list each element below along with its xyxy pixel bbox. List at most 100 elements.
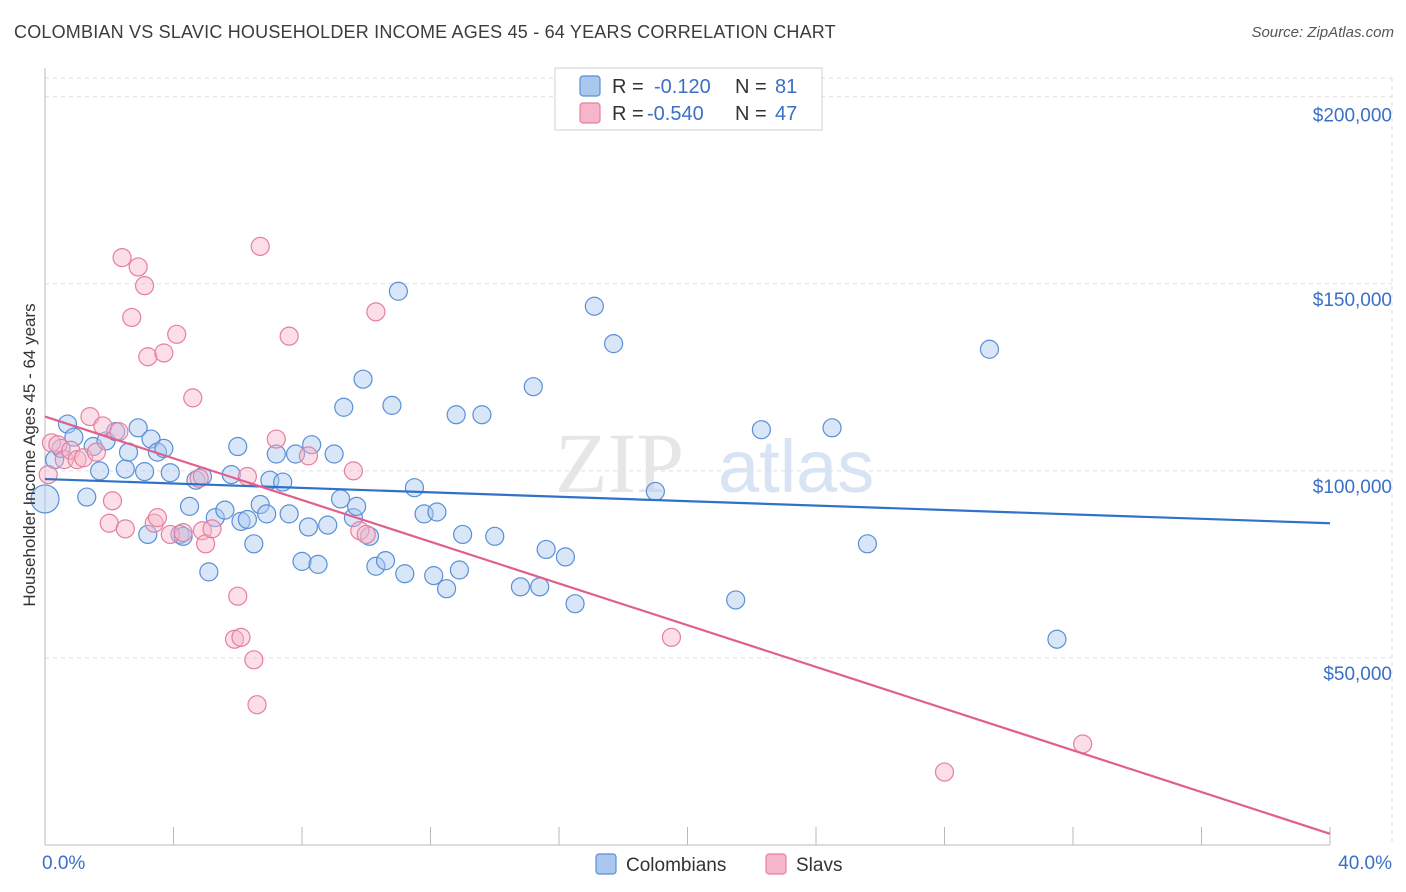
colombians-point-25 [215, 500, 235, 520]
slavs-point-20 [147, 508, 168, 528]
x-tick-label-0: 0.0% [42, 853, 85, 874]
legend-swatch-colombians [579, 75, 601, 97]
colombians-point-67 [530, 577, 550, 597]
slavs-point-42 [356, 524, 376, 545]
colombians-point-72 [604, 334, 624, 354]
colombians-point-41 [308, 554, 328, 574]
legend-n-value-2: 47 [775, 103, 797, 125]
colombians-point-24 [205, 508, 225, 528]
slavs-point-24 [173, 522, 193, 543]
colombians-point-44 [330, 489, 351, 509]
colombians-point-69 [555, 547, 576, 567]
bottom-legend-slavs: Slavs [796, 855, 842, 876]
legend-r-value-2: -0.540 [647, 103, 704, 125]
colombians-point-55 [404, 478, 425, 498]
colombians-point-63 [472, 405, 492, 425]
colombians-point-54 [395, 564, 415, 584]
colombians-point-66 [523, 377, 543, 397]
legend-swatch-slavs [579, 102, 601, 124]
slavs-point-40 [343, 461, 363, 481]
slavs-point-19 [144, 513, 164, 533]
colombians-point-32 [257, 504, 277, 524]
slavs-point-7 [80, 407, 100, 427]
colombians-point-77 [857, 534, 878, 554]
colombians-point-80 [138, 524, 158, 545]
colombians-point-38 [292, 551, 312, 571]
trend-lines [44, 415, 1331, 835]
colombians-point-17 [160, 463, 180, 483]
colombians-point-34 [266, 444, 286, 464]
colombians-point-43 [324, 444, 344, 464]
legend-n-label-1: N = [735, 76, 767, 98]
slavs-point-10 [99, 513, 119, 533]
slavs-point-8 [86, 442, 107, 462]
colombians-point-78 [979, 339, 1000, 359]
colombians-point-65 [510, 577, 531, 597]
colombians-point-31 [250, 494, 270, 515]
colombians-point-13 [134, 462, 155, 482]
colombians-point-36 [279, 504, 299, 524]
colombians-point-74 [726, 590, 746, 610]
colombians-point-5 [77, 487, 97, 507]
colombians-point-70 [565, 594, 585, 614]
colombians-point-57 [424, 566, 444, 586]
colombians-point-39 [298, 517, 319, 537]
y-tick-label-2: $150,000 [1313, 290, 1392, 311]
slavs-point-44 [661, 627, 682, 647]
bottom-legend-swatch-colombians [595, 853, 617, 875]
slavs-point-11 [102, 491, 123, 511]
colombians-point-18 [170, 524, 190, 545]
slavs-point-35 [247, 695, 267, 715]
series-slavs [38, 236, 1093, 782]
bottom-legend-swatch-slavs [765, 853, 787, 875]
bottom-legend: Colombians Slavs [595, 853, 842, 876]
slavs-point-34 [244, 650, 264, 670]
watermark-zip: ZIP [555, 415, 684, 511]
slavs-point-38 [279, 326, 299, 346]
colombians-point-51 [375, 551, 396, 571]
x-tick-labels: 0.0% 40.0% [42, 853, 1392, 874]
colombians-point-47 [347, 496, 367, 516]
legend-r-value-1: -0.120 [654, 76, 711, 98]
slavs-point-26 [189, 468, 209, 488]
slavs-point-18 [138, 347, 158, 367]
slavs-point-31 [228, 586, 248, 606]
slavs-point-29 [202, 519, 222, 539]
slavs-point-0 [38, 464, 58, 485]
colombians-point-58 [427, 502, 447, 522]
chart-title: COLOMBIAN VS SLAVIC HOUSEHOLDER INCOME A… [14, 22, 836, 42]
colombians-point-50 [366, 556, 386, 576]
colombians-point-0 [30, 484, 60, 514]
legend-r-label-2: R = [612, 103, 644, 125]
legend-box: R = -0.120 N = 81 R = -0.540 N = 47 [554, 67, 823, 131]
slavs-point-43 [366, 302, 386, 322]
colombians-point-20 [179, 496, 200, 516]
colombians-point-30 [244, 534, 264, 554]
legend-n-label-2: N = [735, 103, 767, 125]
bottom-legend-colombians: Colombians [626, 855, 726, 876]
slavs-point-17 [134, 276, 155, 296]
colombians-point-23 [199, 562, 219, 582]
slavs-point-32 [231, 627, 251, 647]
colombians-point-53 [388, 281, 408, 301]
slavs-point-23 [167, 324, 187, 344]
colombians-point-79 [1047, 629, 1067, 649]
colombians-point-12 [128, 418, 148, 438]
slavs-point-16 [128, 257, 148, 277]
chart-source: Source: ZipAtlas.com [1251, 24, 1394, 41]
colombians-point-68 [536, 539, 556, 560]
colombians-point-48 [353, 369, 373, 389]
slavs-point-14 [115, 519, 135, 539]
colombians-point-64 [485, 526, 505, 546]
colombians-point-59 [436, 579, 457, 599]
colombians-point-62 [453, 524, 473, 545]
colombians-point-45 [334, 397, 354, 417]
watermark-atlas: atlas [718, 425, 874, 508]
legend-n-value-1: 81 [775, 76, 797, 98]
colombians-point-60 [446, 405, 466, 425]
y-tick-label-1: $100,000 [1313, 477, 1392, 498]
slavs-point-15 [122, 307, 142, 328]
colombians-point-42 [318, 515, 338, 535]
colombians-point-76 [822, 418, 842, 438]
